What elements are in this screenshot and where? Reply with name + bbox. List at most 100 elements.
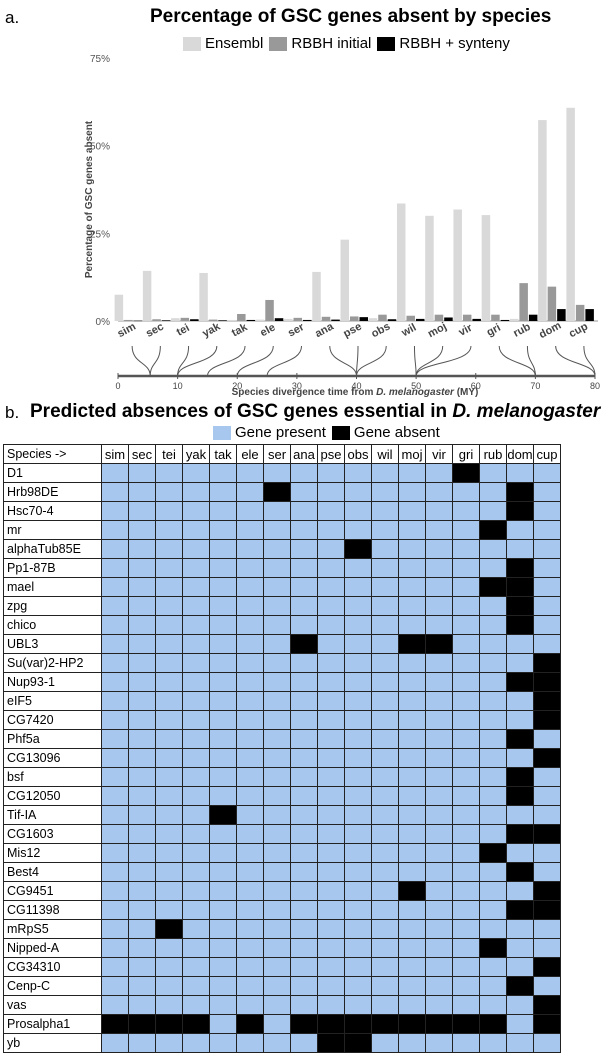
cell-present — [263, 767, 291, 787]
cell-present — [209, 463, 237, 483]
cell-present — [236, 1033, 264, 1053]
cell-present — [182, 596, 210, 616]
cell-present — [452, 805, 480, 825]
divergence-tick-label: 30 — [292, 381, 302, 391]
cell-present — [263, 501, 291, 521]
cell-present — [128, 596, 156, 616]
cell-present — [182, 976, 210, 996]
gene-label: alphaTub85E — [3, 539, 102, 559]
cell-present — [209, 786, 237, 806]
cell-present — [479, 957, 507, 977]
table-row: Nup93-1 — [3, 672, 561, 692]
cell-present — [209, 919, 237, 939]
cell-present — [344, 501, 372, 521]
gene-label: Pp1-87B — [3, 558, 102, 578]
table-row: chico — [3, 615, 561, 635]
column-header-pse: pse — [317, 444, 345, 464]
cell-present — [398, 919, 426, 939]
cell-present — [182, 805, 210, 825]
gene-label: UBL3 — [3, 634, 102, 654]
divergence-connector-gri — [498, 345, 536, 377]
cell-present — [425, 615, 453, 635]
cell-absent — [209, 805, 237, 825]
cell-present — [236, 862, 264, 882]
y-tick-label: 50% — [90, 142, 110, 153]
gene-label: CG12050 — [3, 786, 102, 806]
cell-present — [290, 539, 318, 559]
cell-present — [452, 748, 480, 768]
cell-present — [317, 501, 345, 521]
cell-present — [263, 558, 291, 578]
cell-present — [479, 691, 507, 711]
cell-present — [317, 919, 345, 939]
cell-present — [209, 501, 237, 521]
cell-present — [128, 919, 156, 939]
cell-present — [425, 1033, 453, 1053]
gene-label: Phf5a — [3, 729, 102, 749]
cell-present — [371, 634, 399, 654]
cell-present — [209, 653, 237, 673]
divergence-connector-sec — [149, 345, 161, 377]
cell-present — [209, 672, 237, 692]
divergence-connector-ana — [329, 345, 357, 377]
bar-ensembl-vir — [453, 209, 462, 321]
legend-item-gene-absent: Gene absent — [331, 424, 440, 441]
cell-present — [155, 976, 183, 996]
divergence-tick-label: 70 — [530, 381, 540, 391]
cell-present — [506, 805, 534, 825]
category-label-sim: sim — [116, 321, 139, 341]
cell-present — [371, 520, 399, 540]
cell-absent — [506, 786, 534, 806]
bar-rbbh-initial-sim — [124, 319, 133, 321]
cell-present — [317, 976, 345, 996]
table-row: mr — [3, 520, 561, 540]
cell-present — [398, 672, 426, 692]
cell-present — [452, 957, 480, 977]
bar-ensembl-ser — [284, 318, 293, 321]
cell-present — [371, 786, 399, 806]
cell-present — [317, 843, 345, 863]
cell-absent — [533, 1014, 561, 1034]
cell-present — [533, 520, 561, 540]
cell-absent — [506, 767, 534, 787]
legend-label-gene-present: Gene present — [235, 424, 326, 441]
category-label-cup: cup — [567, 320, 590, 340]
cell-present — [344, 596, 372, 616]
cell-present — [371, 1033, 399, 1053]
cell-present — [452, 919, 480, 939]
cell-present — [182, 463, 210, 483]
cell-present — [236, 881, 264, 901]
bar-rbbh-synteny-rub — [528, 314, 538, 321]
cell-present — [101, 767, 129, 787]
cell-present — [155, 501, 183, 521]
cell-present — [452, 615, 480, 635]
cell-present — [290, 463, 318, 483]
cell-absent — [506, 482, 534, 502]
column-header-ele: ele — [236, 444, 264, 464]
cell-present — [317, 767, 345, 787]
table-row: Hrb98DE — [3, 482, 561, 502]
cell-present — [101, 881, 129, 901]
cell-present — [236, 957, 264, 977]
divergence-tick-label: 20 — [232, 381, 242, 391]
legend-swatch-ensembl — [183, 36, 201, 51]
cell-present — [371, 824, 399, 844]
cell-present — [209, 558, 237, 578]
cell-present — [128, 463, 156, 483]
cell-present — [263, 653, 291, 673]
cell-present — [506, 520, 534, 540]
cell-present — [236, 691, 264, 711]
legend-item-rbbh-initial: RBBH initial — [269, 35, 371, 52]
cell-present — [182, 786, 210, 806]
cell-present — [479, 558, 507, 578]
cell-present — [182, 900, 210, 920]
cell-absent — [398, 1014, 426, 1034]
cell-present — [452, 577, 480, 597]
cell-present — [290, 938, 318, 958]
cell-present — [317, 786, 345, 806]
cell-absent — [317, 1014, 345, 1034]
cell-present — [398, 596, 426, 616]
cell-present — [101, 615, 129, 635]
divergence-connector-obs — [356, 345, 387, 377]
category-label-ele: ele — [258, 321, 277, 339]
